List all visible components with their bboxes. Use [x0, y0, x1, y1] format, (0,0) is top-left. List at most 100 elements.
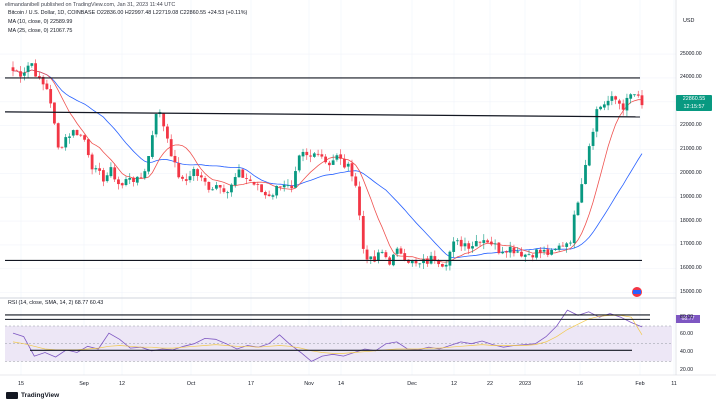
flag-icon[interactable]	[632, 287, 642, 297]
candle-body	[489, 241, 493, 245]
candle-body	[422, 259, 425, 264]
candle-body	[218, 184, 222, 188]
candle-body	[486, 240, 489, 243]
candle-body	[286, 184, 290, 186]
ma10-legend[interactable]: MA (10, close, 0) 22589.99	[8, 19, 72, 26]
candle-body	[211, 189, 215, 191]
candles-group	[11, 59, 644, 271]
time-tick-label: 12	[451, 381, 457, 387]
rsi-sma-line	[12, 315, 643, 354]
candle-body	[459, 239, 463, 247]
candle-body	[576, 202, 580, 216]
candle-body	[312, 153, 316, 157]
candle-body	[45, 83, 49, 90]
candle-body	[154, 113, 158, 135]
candle-body	[316, 153, 320, 155]
candle-body	[606, 100, 610, 106]
candle-body	[324, 156, 328, 163]
candle-body	[128, 178, 132, 180]
candle-body	[418, 263, 422, 265]
candle-body	[233, 177, 237, 186]
candle-body	[196, 169, 199, 176]
price-tick-label: 18000.00	[680, 217, 702, 224]
candle-body	[384, 252, 388, 258]
candle-body	[199, 175, 203, 178]
candle-body	[629, 94, 633, 99]
time-tick-label: 14	[338, 381, 344, 387]
price-tick-label: 16000.00	[680, 265, 702, 272]
candle-body	[467, 243, 471, 249]
ma25-line	[12, 69, 643, 259]
candle-body	[380, 251, 384, 253]
candle-body	[34, 63, 37, 77]
author-line: elimandanibell published on TradingView.…	[5, 2, 176, 8]
rsi-value-box: 68.77	[676, 315, 700, 323]
candle-body	[309, 155, 312, 157]
candle-body	[610, 96, 614, 101]
candle-body	[166, 126, 169, 139]
tradingview-logo-icon	[6, 392, 18, 399]
candle-body	[584, 164, 587, 185]
candle-body	[440, 263, 444, 267]
time-tick-label: 22	[487, 381, 493, 387]
candle-body	[282, 184, 286, 188]
candle-body	[75, 129, 79, 136]
ma10-label: MA (10, close, 0) 22589.99	[8, 19, 73, 25]
candle-body	[550, 249, 554, 255]
ma25-legend[interactable]: MA (25, close, 0) 21067.75	[8, 28, 72, 35]
candle-body	[60, 146, 64, 148]
price-tick-label: 25000.00	[680, 50, 702, 57]
candle-body	[331, 160, 335, 165]
candle-body	[591, 131, 595, 146]
tradingview-logo[interactable]: TradingView	[6, 392, 59, 399]
candle-body	[267, 194, 271, 196]
candle-body	[410, 260, 414, 264]
candle-body	[523, 254, 527, 257]
candle-body	[132, 177, 135, 182]
candle-body	[169, 139, 173, 157]
candle-body	[527, 254, 531, 256]
rsi-tick-label: 40.00	[680, 349, 693, 356]
candle-body	[101, 170, 105, 182]
candle-body	[147, 156, 150, 172]
candle-body	[471, 246, 474, 249]
candle-body	[245, 178, 248, 179]
support-resistance-lines	[4, 77, 642, 262]
symbol-legend[interactable]: Bitcoin / U.S. Dollar, 1D, COINBASE O228…	[8, 10, 247, 17]
candle-body	[263, 192, 267, 196]
time-tick-label: Oct	[186, 381, 196, 387]
candle-body	[181, 176, 184, 179]
candle-body	[279, 186, 282, 188]
candle-body	[184, 179, 188, 181]
candle-body	[188, 176, 192, 181]
candle-body	[535, 249, 538, 258]
candle-body	[633, 94, 636, 96]
candle-body	[369, 256, 373, 260]
candle-body	[433, 256, 437, 261]
candle-body	[320, 154, 324, 157]
candle-body	[557, 245, 561, 250]
time-tick-label: 15	[18, 381, 24, 387]
candle-body	[395, 248, 399, 254]
candle-body	[407, 259, 410, 263]
candle-body	[56, 123, 60, 148]
candle-body	[94, 168, 98, 170]
candle-body	[226, 192, 230, 194]
candle-body	[26, 65, 30, 72]
brand-name: TradingView	[21, 392, 60, 400]
time-tick-label: Dec	[407, 381, 417, 387]
candle-body	[414, 260, 418, 264]
candle-body	[621, 103, 625, 110]
candle-body	[98, 168, 102, 171]
rsi-legend[interactable]: RSI (14, close, SMA, 14, 2) 68.77 60.43	[8, 300, 103, 306]
candle-body	[346, 163, 350, 167]
candle-body	[572, 214, 576, 244]
time-tick-label: 16	[577, 381, 583, 387]
candle-body	[339, 154, 343, 159]
candle-body	[403, 253, 407, 261]
candle-body	[399, 248, 403, 254]
candle-body	[162, 112, 166, 127]
candle-body	[105, 175, 109, 182]
rsi-line	[12, 309, 643, 362]
